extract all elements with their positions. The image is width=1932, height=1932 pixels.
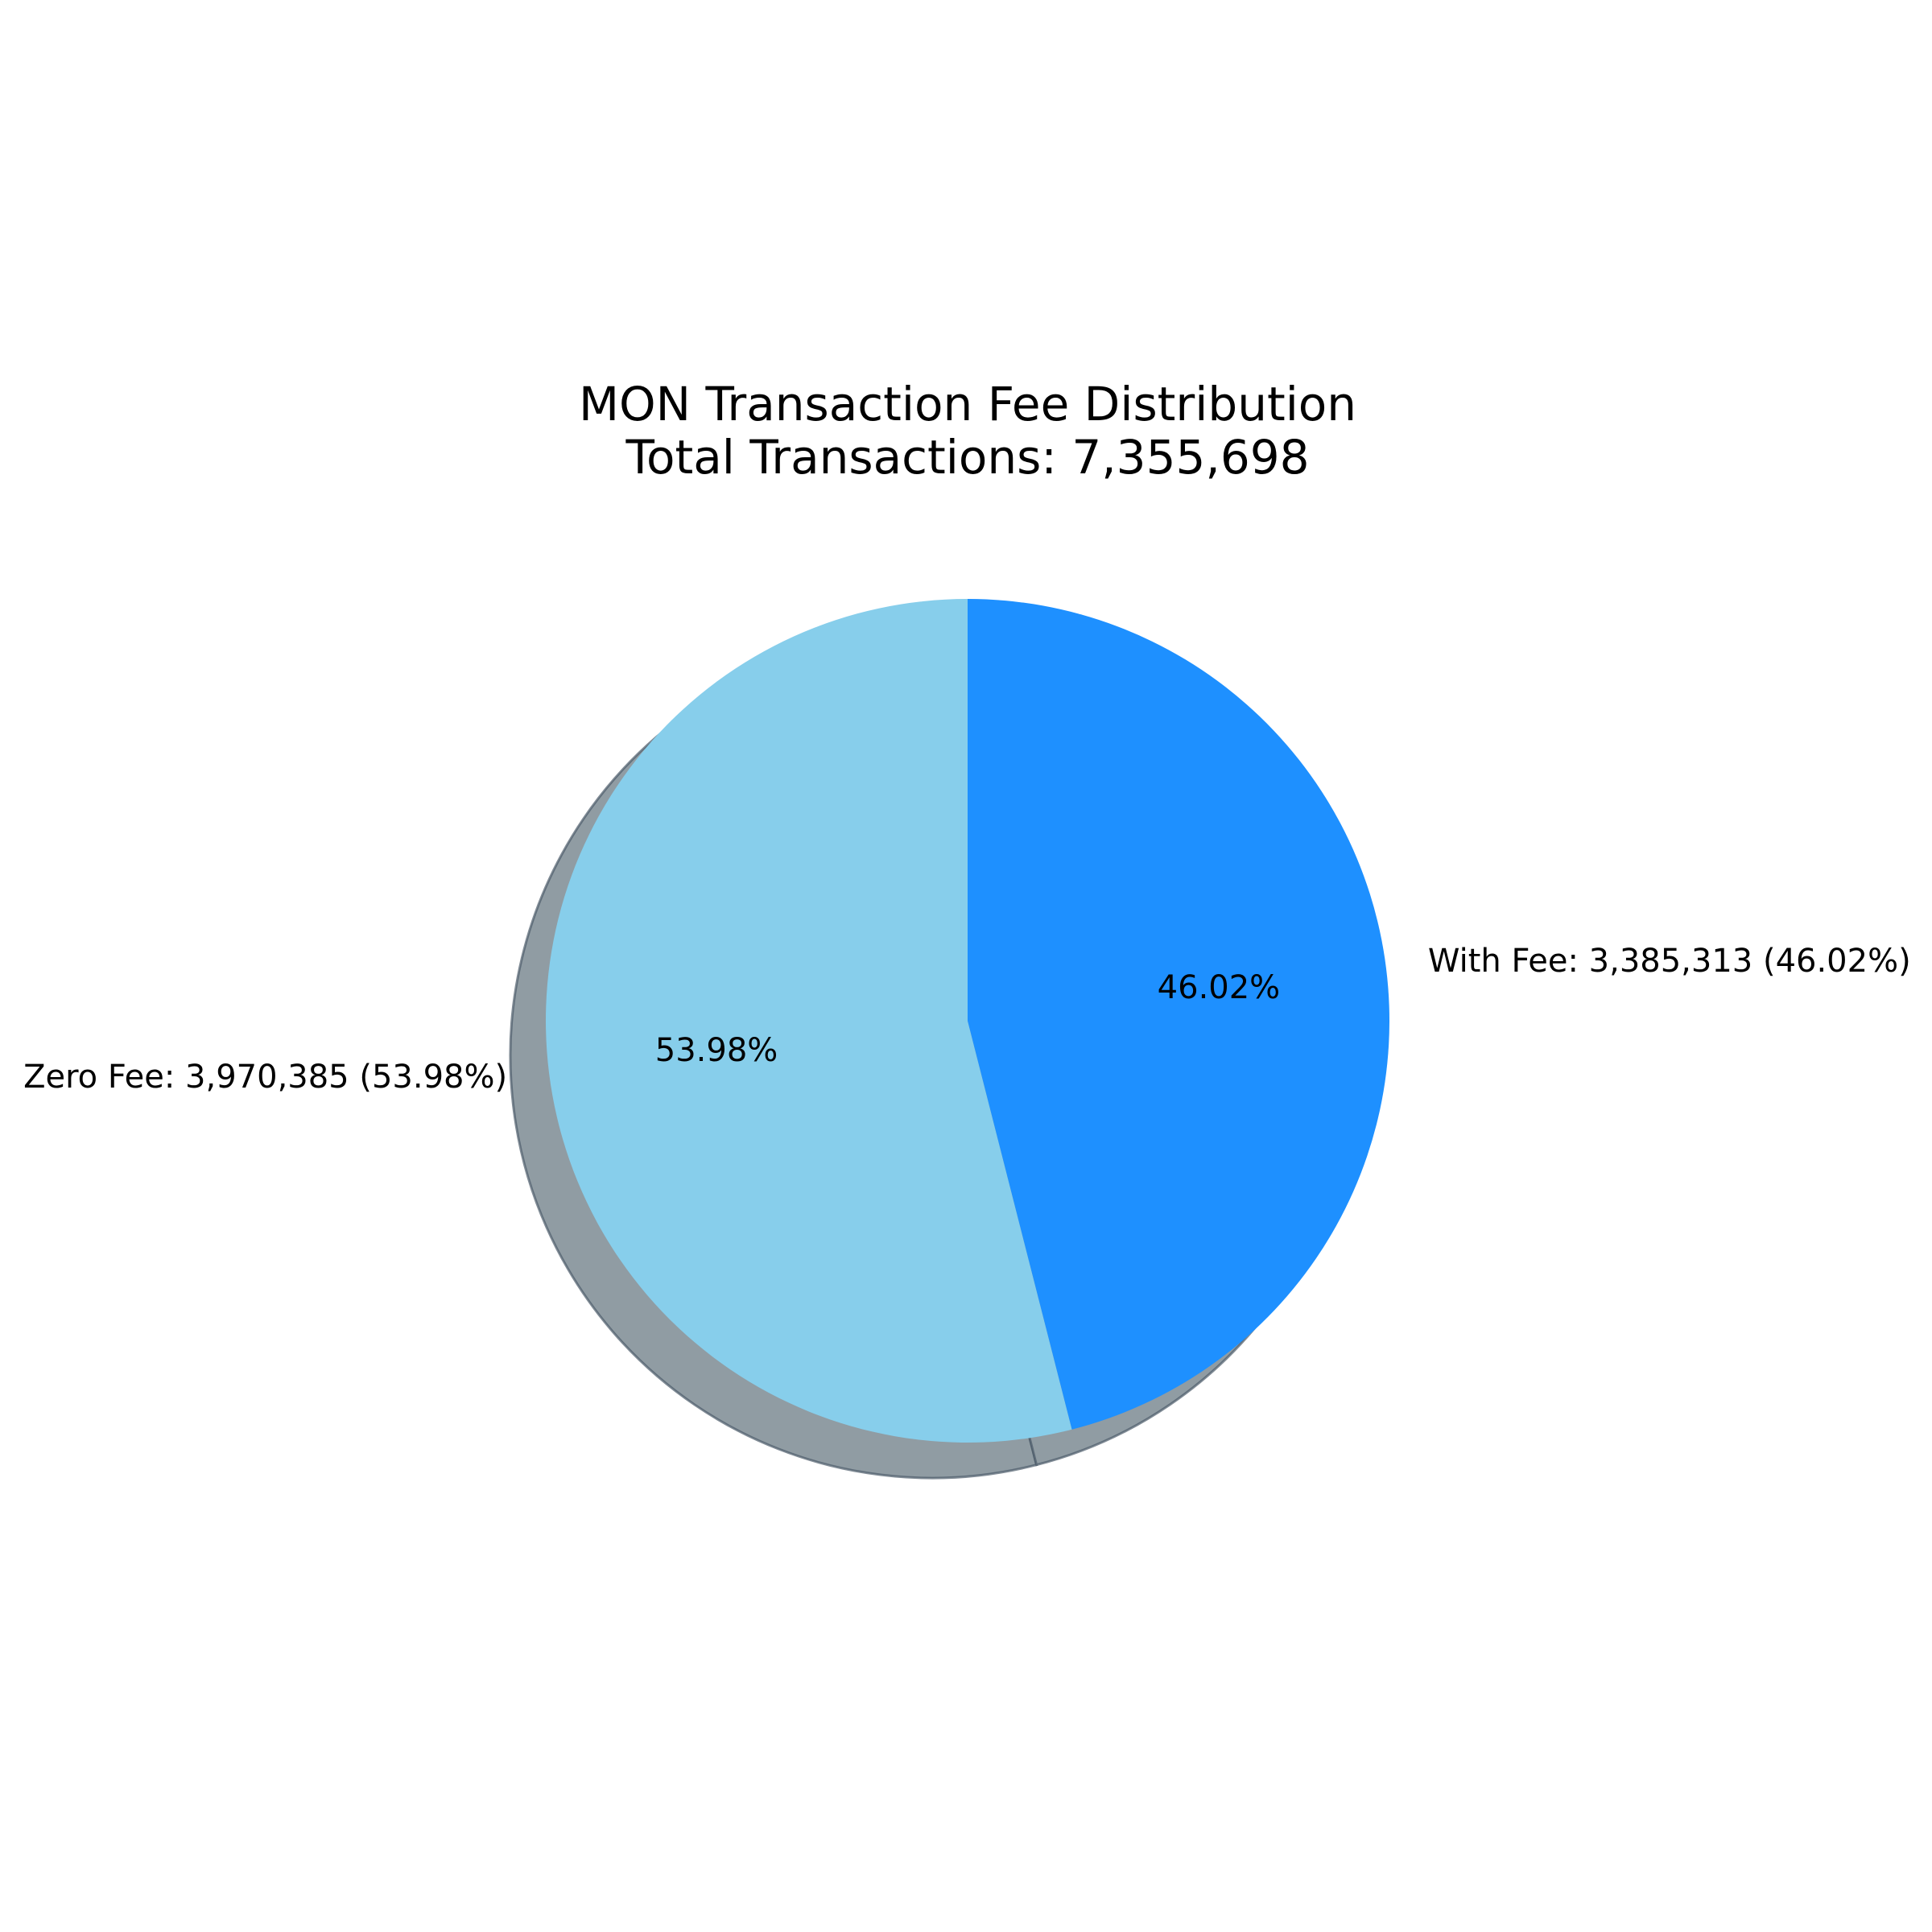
slice-label-with-fee: With Fee: 3,385,313 (46.02%) (1428, 943, 1911, 980)
slice-percent-with-fee: 46.02% (1158, 969, 1281, 1006)
pie-slices (546, 599, 1390, 1443)
slice-percent-zero-fee: 53.98% (655, 1032, 778, 1069)
pie-slice-with-fee (968, 599, 1390, 1430)
slice-label-zero-fee: Zero Fee: 3,970,385 (53.98%) (23, 1059, 507, 1096)
chart-title: MON Transaction Fee Distribution (579, 377, 1356, 431)
chart-subtitle: Total Transactions: 7,355,698 (625, 430, 1309, 485)
pie-slice-zero-fee (546, 599, 1072, 1443)
pie-labels: Zero Fee: 3,970,385 (53.98%) 53.98% With F… (23, 943, 1911, 1096)
